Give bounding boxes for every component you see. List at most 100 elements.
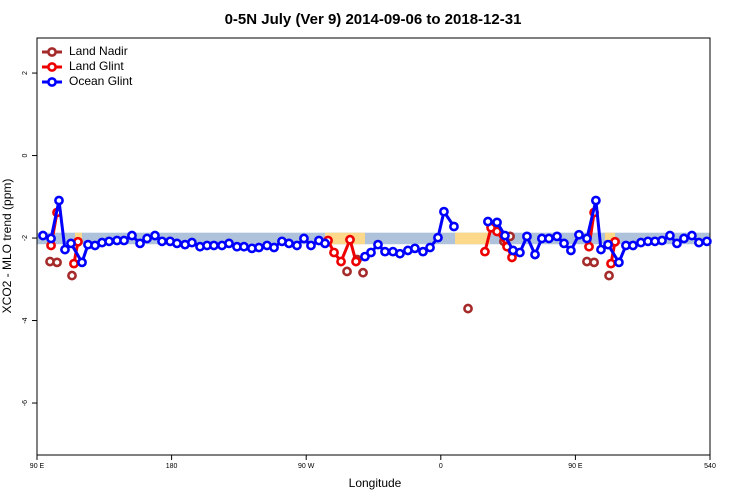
data-point <box>522 231 532 242</box>
data-point <box>694 237 704 248</box>
legend-label: Ocean Glint <box>69 74 133 88</box>
data-point <box>320 238 330 249</box>
data-point <box>582 233 592 244</box>
data-point <box>492 226 502 237</box>
data-point <box>342 266 352 277</box>
data-point <box>628 240 638 251</box>
chart-title: 0-5N July (Ver 9) 2014-09-06 to 2018-12-… <box>225 11 522 28</box>
data-point <box>373 239 383 250</box>
data-point <box>515 247 525 258</box>
x-tick-label: 90 E <box>568 463 583 470</box>
data-point <box>351 256 361 267</box>
data-point <box>54 195 64 206</box>
data-point <box>395 248 405 259</box>
y-tick-label: -2 <box>22 235 29 241</box>
data-point <box>172 238 182 249</box>
data-point <box>463 303 473 314</box>
data-point <box>269 242 279 253</box>
data-point <box>559 238 569 249</box>
band <box>37 232 710 245</box>
data-point <box>665 230 675 241</box>
x-tick-label: 90 E <box>30 463 45 470</box>
data-point <box>603 239 613 250</box>
x-tick-label: 90 W <box>298 463 315 470</box>
data-point <box>480 246 490 257</box>
data-point <box>187 237 197 248</box>
y-tick-label: 0 <box>22 154 29 158</box>
data-point <box>604 270 614 281</box>
data-point <box>336 256 346 267</box>
data-point <box>329 247 339 258</box>
data-point <box>38 230 48 241</box>
data-point <box>299 233 309 244</box>
data-point <box>67 270 77 281</box>
y-tick-label: -4 <box>22 317 29 323</box>
x-tick-label: 540 <box>704 463 716 470</box>
data-point <box>157 236 167 247</box>
data-point <box>366 247 376 258</box>
data-point <box>254 242 264 253</box>
x-tick-label: 0 <box>439 463 443 470</box>
data-point <box>104 236 114 247</box>
data-point <box>224 238 234 249</box>
data-point <box>142 233 152 244</box>
data-point <box>284 238 294 249</box>
data-point <box>135 238 145 249</box>
legend-marker <box>47 77 57 87</box>
data-point <box>358 267 368 278</box>
data-point <box>687 230 697 241</box>
data-point <box>150 230 160 241</box>
data-point <box>606 258 616 269</box>
data-point <box>52 257 62 268</box>
band-segment <box>455 232 491 245</box>
data-point <box>492 217 502 228</box>
y-axis-label: XCO2 - MLO trend (ppm) <box>0 179 14 314</box>
y-tick-label: -6 <box>22 400 29 406</box>
band-segment <box>325 232 365 245</box>
data-point <box>552 231 562 242</box>
data-point <box>679 233 689 244</box>
plot-frame <box>36 37 711 456</box>
data-point <box>614 257 624 268</box>
data-point <box>449 221 459 232</box>
data-point <box>701 236 712 247</box>
x-tick-label: 180 <box>166 463 178 470</box>
data-point <box>345 234 355 245</box>
data-point <box>292 240 302 251</box>
data-point <box>657 235 667 246</box>
data-point <box>589 257 599 268</box>
legend-label: Land Glint <box>69 59 124 73</box>
legend-label: Land Nadir <box>69 44 128 58</box>
band-segment <box>605 232 616 245</box>
data-point <box>433 232 443 243</box>
data-point <box>77 257 87 268</box>
data-point <box>60 244 70 255</box>
data-point <box>119 235 129 246</box>
data-point <box>590 195 601 206</box>
data-point <box>584 241 594 252</box>
data-point <box>500 230 510 241</box>
data-point <box>66 238 76 249</box>
data-point <box>574 229 584 240</box>
data-point <box>544 233 554 244</box>
data-point <box>483 216 493 227</box>
data-point <box>306 240 316 251</box>
data-point <box>439 206 449 217</box>
data-point <box>410 243 420 254</box>
data-point <box>418 246 428 257</box>
data-point <box>239 241 249 252</box>
data-point <box>380 246 390 257</box>
data-point <box>530 249 540 260</box>
data-point <box>46 233 56 244</box>
data-point <box>596 244 606 255</box>
data-point <box>425 242 435 253</box>
legend-marker <box>47 47 57 57</box>
data-point <box>69 258 79 269</box>
x-axis-label: Longitude <box>349 476 402 490</box>
data-point <box>209 240 219 251</box>
data-point <box>566 245 576 256</box>
legend-marker <box>47 62 57 72</box>
data-point <box>672 238 682 249</box>
data-point <box>127 230 137 241</box>
